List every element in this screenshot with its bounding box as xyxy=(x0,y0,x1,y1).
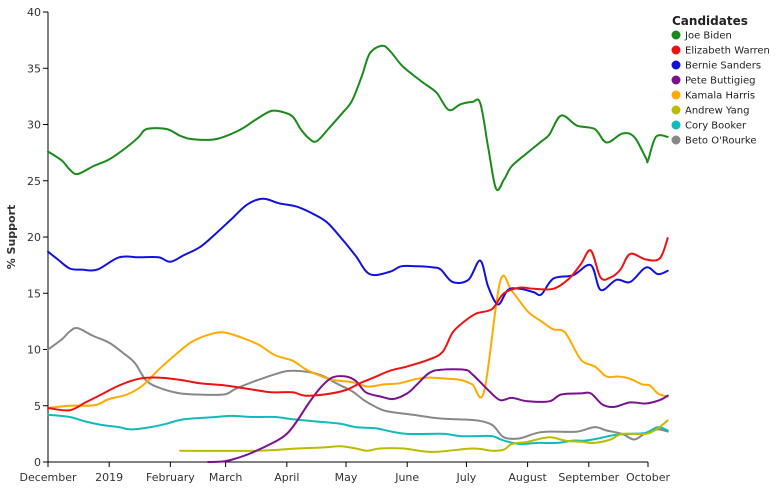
x-tick-label: March xyxy=(209,471,243,484)
legend-swatch-cory-booker xyxy=(671,120,681,130)
legend-swatch-andrew-yang xyxy=(671,105,681,115)
x-tick-label: May xyxy=(335,471,358,484)
x-ticks: December 2019 February March April May June Jul… xyxy=(19,462,670,484)
y-ticks: 0 5 10 15 20 25 30 35 40 xyxy=(27,6,48,469)
legend-swatch-elizabeth-warren xyxy=(671,45,681,55)
axes xyxy=(47,12,648,463)
x-tick-label: February xyxy=(146,471,195,484)
legend-label-pete-buttigieg: Pete Buttigieg xyxy=(685,76,756,87)
x-tick-label: October xyxy=(626,471,670,484)
legend-swatch-kamala-harris xyxy=(671,90,681,100)
legend-label-elizabeth-warren: Elizabeth Warren xyxy=(685,46,770,57)
legend: Candidates Joe Biden Elizabeth Warren Bern… xyxy=(671,14,770,147)
y-tick-label: 15 xyxy=(27,287,41,300)
series-line-kamala-harris xyxy=(47,274,669,409)
legend-swatch-pete-buttigieg xyxy=(671,75,681,85)
x-tick-label: 2019 xyxy=(95,471,123,484)
series-line-andrew-yang xyxy=(179,419,669,453)
series-line-joe-biden xyxy=(47,44,669,192)
y-tick-label: 5 xyxy=(34,400,41,413)
y-tick-label: 40 xyxy=(27,6,41,19)
x-tick-label: August xyxy=(508,471,547,484)
legend-label-beto-o-rourke: Beto O'Rourke xyxy=(685,136,757,147)
series-line-elizabeth-warren xyxy=(47,237,669,412)
legend-swatch-bernie-sanders xyxy=(671,60,681,70)
x-tick-label: December xyxy=(19,471,77,484)
legend-label-joe-biden: Joe Biden xyxy=(684,31,732,42)
x-tick-label: April xyxy=(274,471,299,484)
legend-swatch-beto-o-rourke xyxy=(671,135,681,145)
series-line-bernie-sanders xyxy=(47,197,669,306)
series-line-pete-buttigieg xyxy=(206,368,669,463)
legend-items: Joe Biden Elizabeth Warren Bernie Sanders P… xyxy=(671,30,770,147)
y-tick-label: 30 xyxy=(27,119,41,132)
series-line-beto-o-rourke xyxy=(47,326,669,441)
y-tick-label: 0 xyxy=(34,456,41,469)
legend-label-kamala-harris: Kamala Harris xyxy=(685,91,755,102)
x-tick-label: September xyxy=(558,471,619,484)
y-tick-label: 25 xyxy=(27,175,41,188)
series-layer xyxy=(47,44,669,463)
x-tick-label: July xyxy=(456,471,477,484)
legend-swatch-joe-biden xyxy=(671,30,681,40)
legend-title: Candidates xyxy=(672,14,748,28)
y-tick-label: 10 xyxy=(27,344,41,357)
y-axis-title: % Support xyxy=(5,205,18,270)
x-tick-label: June xyxy=(394,471,419,484)
series-line-cory-booker xyxy=(47,413,669,446)
legend-label-andrew-yang: Andrew Yang xyxy=(685,106,749,117)
legend-label-cory-booker: Cory Booker xyxy=(685,121,747,132)
y-tick-label: 20 xyxy=(27,231,41,244)
y-tick-label: 35 xyxy=(27,62,41,75)
legend-label-bernie-sanders: Bernie Sanders xyxy=(685,61,761,72)
